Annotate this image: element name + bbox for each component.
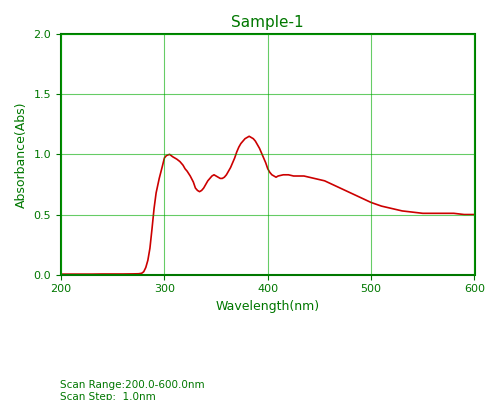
Title: Sample-1: Sample-1 bbox=[232, 15, 304, 30]
X-axis label: Wavelength(nm): Wavelength(nm) bbox=[216, 300, 320, 313]
Y-axis label: Absorbance(Abs): Absorbance(Abs) bbox=[15, 101, 28, 208]
Text: Scan Range:200.0-600.0nm
Scan Step:  1.0nm
Scan Filter: 10
Scan Time:  April 20 : Scan Range:200.0-600.0nm Scan Step: 1.0n… bbox=[60, 380, 244, 400]
